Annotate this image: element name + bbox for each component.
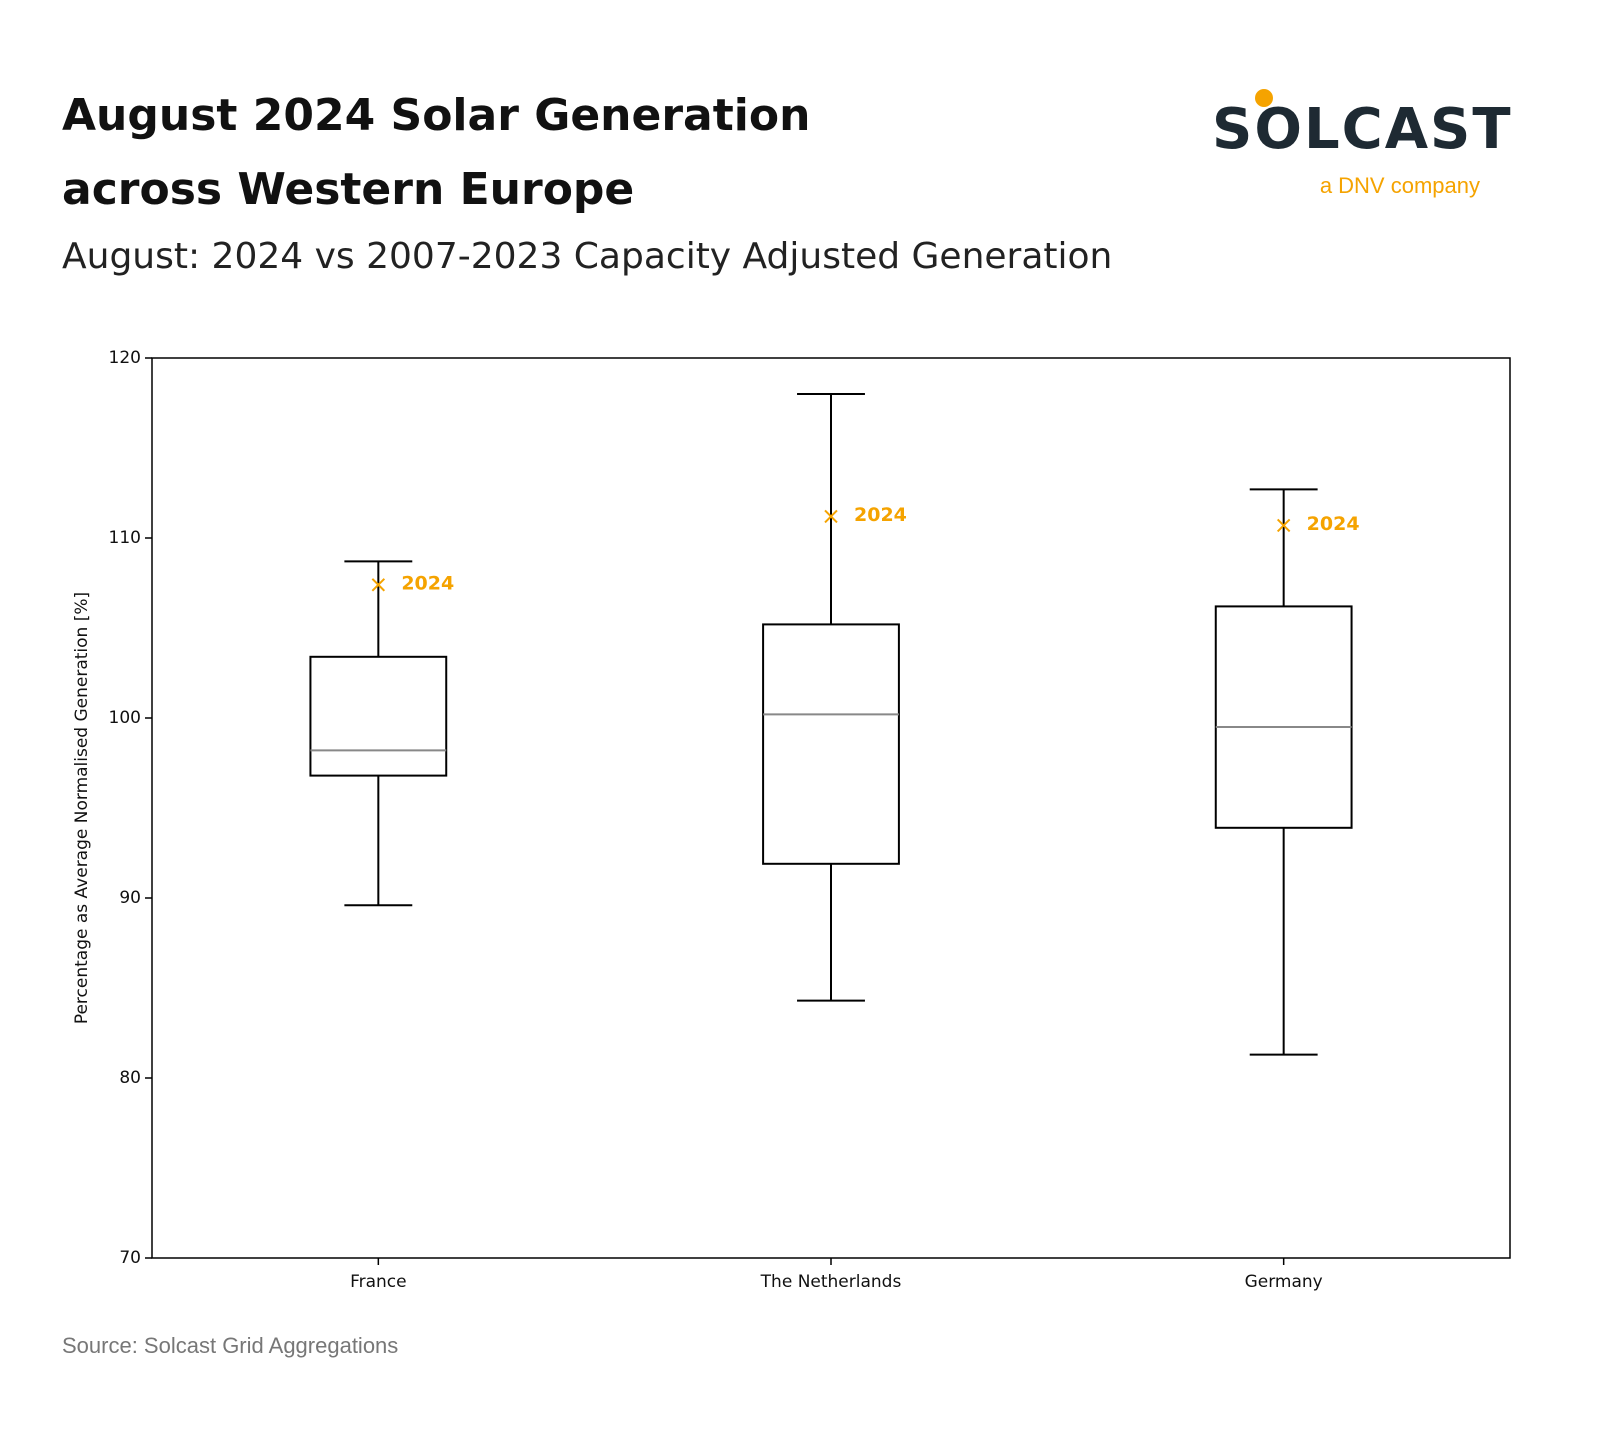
y-tick-label: 120	[109, 348, 141, 368]
logo-tagline: a DNV company	[1320, 173, 1480, 198]
y-tick-label: 100	[109, 708, 141, 728]
y-tick-label: 70	[119, 1248, 141, 1268]
logo-sun	[1255, 89, 1273, 107]
highlight-label: 2024	[854, 504, 907, 526]
chart-subtitle: August: 2024 vs 2007-2023 Capacity Adjus…	[62, 236, 1112, 277]
box	[309, 655, 448, 777]
logo: SOLCAST	[1212, 97, 1513, 162]
y-tick-label: 90	[119, 888, 141, 908]
y-axis-label: Percentage as Average Normalised Generat…	[72, 592, 92, 1024]
source-note: Source: Solcast Grid Aggregations	[62, 1333, 398, 1358]
chart-title: across Western Europe	[62, 164, 634, 215]
box	[762, 623, 900, 865]
highlight-label: 2024	[401, 572, 454, 594]
chart-title: August 2024 Solar Generation	[62, 90, 810, 141]
highlight-marker	[1276, 518, 1291, 533]
highlight-marker	[824, 509, 838, 524]
x-tick-label: The Netherlands	[760, 1272, 902, 1292]
x-tick-label: Germany	[1245, 1272, 1323, 1292]
x-tick-label: France	[350, 1272, 407, 1292]
highlight-label: 2024	[1307, 513, 1360, 535]
highlight-marker	[371, 578, 386, 592]
y-tick-label: 80	[119, 1068, 141, 1088]
y-tick-label: 110	[109, 528, 141, 548]
box	[1214, 605, 1353, 829]
